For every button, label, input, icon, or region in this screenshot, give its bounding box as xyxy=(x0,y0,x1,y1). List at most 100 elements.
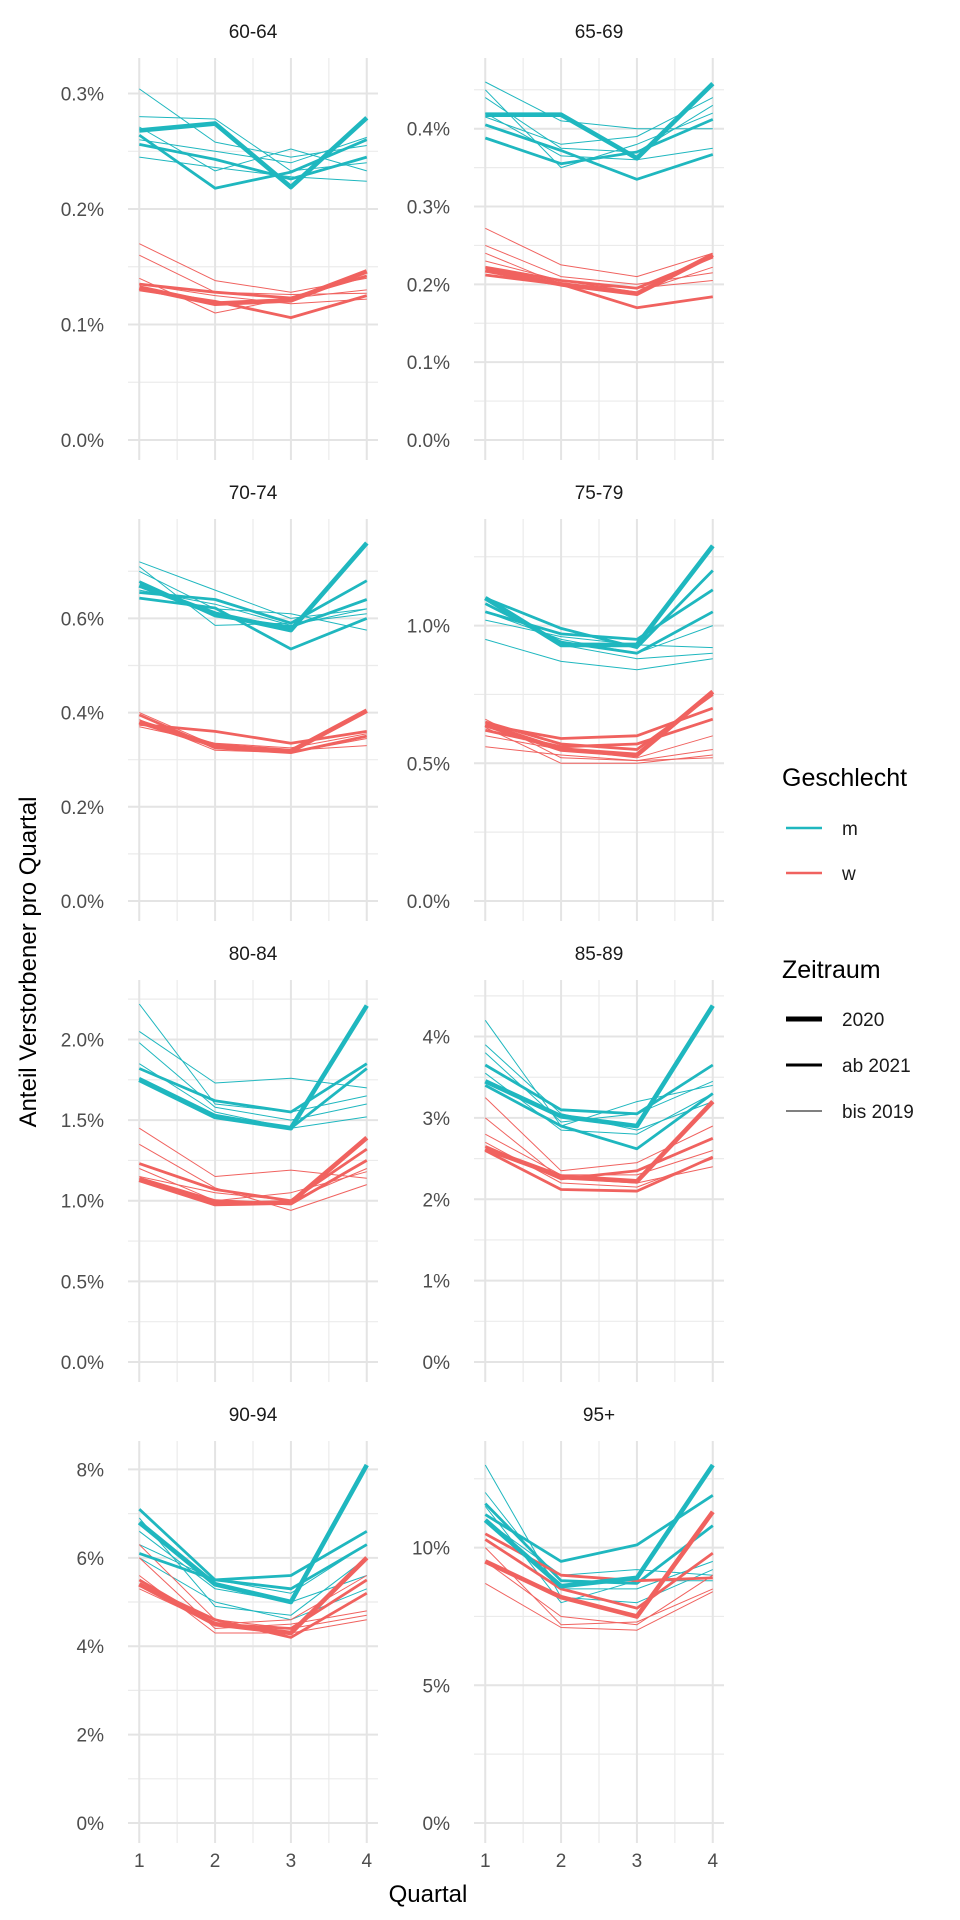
y-tick-label: 1.0% xyxy=(407,617,450,638)
series-line-m-bis2019 xyxy=(139,1063,367,1129)
series-line-m-bis2019 xyxy=(485,97,714,145)
y-tick-label: 0.1% xyxy=(407,353,450,374)
y-tick-label: 0.0% xyxy=(61,1353,104,1374)
facet-panels: 60-64 0.0% 0.1% 0.2% 0.3% 65-69 0.0% 0.1% 0.2% 0.… xyxy=(61,22,724,1872)
facet-panel: 65-69 0.0% 0.1% 0.2% 0.3% 0.4% xyxy=(407,22,724,460)
series-line-w-bis2019 xyxy=(485,746,713,762)
series-line-m-bis2019 xyxy=(485,1519,713,1576)
series-line-m-2020 xyxy=(485,81,715,161)
y-tick-label: 0.0% xyxy=(61,431,104,452)
y-tick-label: 0.3% xyxy=(407,198,450,219)
series-line-m-bis2019 xyxy=(139,1030,367,1089)
y-tick-label: 0.0% xyxy=(61,892,104,913)
series-line-w-bis2019 xyxy=(485,227,713,278)
facet-panel: 80-84 0.0% 0.5% 1.0% 1.5% 2.0% xyxy=(61,944,378,1382)
series-line-m-bis2019 xyxy=(485,619,713,649)
y-tick-label: 0.0% xyxy=(407,431,450,452)
facet-panel: 95+ 0% 5% 10% 1 2 3 4 xyxy=(412,1405,724,1872)
y-tick-label: 0.5% xyxy=(407,754,450,775)
legend-title-zeitraum: Zeitraum xyxy=(782,956,881,984)
legend: Geschlecht m w Zeitraum 2020 ab 2021 bis… xyxy=(782,764,914,1123)
series-line-m-ab2021 xyxy=(138,1543,368,1591)
y-tick-label: 0.2% xyxy=(61,798,104,819)
series-line-m-ab2021 xyxy=(484,1084,714,1151)
series-line-m-bis2019 xyxy=(139,1544,368,1594)
x-axis-title: Quartal xyxy=(389,1881,468,1908)
y-tick-label: 2% xyxy=(423,1190,451,1211)
y-tick-label: 0.2% xyxy=(61,200,104,221)
series-line-m-bis2019 xyxy=(485,97,714,153)
series-line-w-2020 xyxy=(138,1136,369,1207)
series-line-m-2020 xyxy=(483,1463,715,1589)
series-line-w-2020 xyxy=(484,252,714,297)
facet-panel: 85-89 0% 1% 2% 3% 4% xyxy=(423,944,724,1382)
y-tick-label: 0.4% xyxy=(407,120,450,141)
y-tick-label: 1.0% xyxy=(61,1192,104,1213)
y-tick-label: 5% xyxy=(423,1676,451,1697)
series-line-m-ab2021 xyxy=(484,118,714,166)
series-line-w-2020 xyxy=(138,269,368,307)
series-line-m-bis2019 xyxy=(139,126,367,172)
series-line-w-bis2019 xyxy=(485,260,713,293)
x-tick-label: 1 xyxy=(480,1851,491,1872)
facet-strip-label: 95+ xyxy=(583,1405,615,1426)
series-line-w-bis2019 xyxy=(139,1168,367,1202)
y-tick-label: 0.0% xyxy=(407,892,450,913)
series-line-w-bis2019 xyxy=(485,244,713,285)
series-line-m-ab2021 xyxy=(138,1508,368,1582)
y-tick-label: 0% xyxy=(423,1353,451,1374)
y-tick-label: 0.3% xyxy=(61,85,104,106)
y-tick-label: 1.5% xyxy=(61,1111,104,1132)
y-tick-label: 3% xyxy=(423,1109,451,1130)
legend-label-m: m xyxy=(842,819,858,840)
series-line-m-bis2019 xyxy=(138,1003,367,1113)
x-tick-label: 2 xyxy=(210,1851,221,1872)
legend-label-bis-2019: bis 2019 xyxy=(842,1102,914,1123)
series-line-w-2020 xyxy=(138,1556,369,1636)
y-tick-label: 0% xyxy=(423,1814,451,1835)
y-tick-label: 1% xyxy=(423,1272,451,1293)
legend-label-ab-2021: ab 2021 xyxy=(842,1056,911,1077)
series-line-w-bis2019 xyxy=(139,1143,367,1211)
y-tick-label: 0.5% xyxy=(61,1272,104,1293)
y-tick-label: 8% xyxy=(77,1460,105,1481)
facet-strip-label: 80-84 xyxy=(229,944,278,965)
y-tick-label: 0.6% xyxy=(61,609,104,630)
series-line-m-2020 xyxy=(484,1004,715,1129)
series-line-m-bis2019 xyxy=(138,1042,367,1121)
x-tick-label: 3 xyxy=(286,1851,297,1872)
series-line-m-ab2021 xyxy=(138,1062,368,1114)
series-line-w-2020 xyxy=(484,689,715,758)
series-line-w-bis2019 xyxy=(138,1544,367,1629)
series-line-w-bis2019 xyxy=(484,1547,713,1626)
series-line-w-bis2019 xyxy=(485,1582,714,1631)
series-line-w-ab2021 xyxy=(484,1149,714,1193)
facet-strip-label: 85-89 xyxy=(575,944,624,965)
y-tick-label: 2.0% xyxy=(61,1030,104,1051)
facet-strip-label: 60-64 xyxy=(229,22,278,43)
series-line-m-ab2021 xyxy=(139,143,368,181)
series-line-m-bis2019 xyxy=(484,1020,713,1127)
facet-strip-label: 90-94 xyxy=(229,1405,278,1426)
y-tick-label: 4% xyxy=(423,1028,451,1049)
y-tick-label: 0.2% xyxy=(407,275,450,296)
y-tick-label: 0% xyxy=(77,1814,105,1835)
series-line-w-2020 xyxy=(138,708,368,754)
facet-panel: 90-94 0% 2% 4% 6% 8% 1 2 3 4 xyxy=(77,1405,378,1872)
legend-label-w: w xyxy=(841,864,856,885)
series-line-m-2020 xyxy=(138,1004,369,1131)
legend-label-2020: 2020 xyxy=(842,1010,884,1031)
series-line-w-ab2021 xyxy=(485,273,713,310)
facet-panel: 60-64 0.0% 0.1% 0.2% 0.3% xyxy=(61,22,378,460)
series-line-w-bis2019 xyxy=(485,1560,714,1626)
y-tick-label: 6% xyxy=(77,1549,105,1570)
series-line-m-ab2021 xyxy=(484,123,714,181)
series-line-m-ab2021 xyxy=(139,596,368,651)
y-tick-label: 2% xyxy=(77,1726,105,1747)
y-tick-label: 0.4% xyxy=(61,704,104,725)
series-line-m-2020 xyxy=(484,544,715,648)
x-tick-label: 3 xyxy=(632,1851,643,1872)
series-line-m-2020 xyxy=(137,1463,369,1605)
series-line-m-bis2019 xyxy=(485,638,713,671)
